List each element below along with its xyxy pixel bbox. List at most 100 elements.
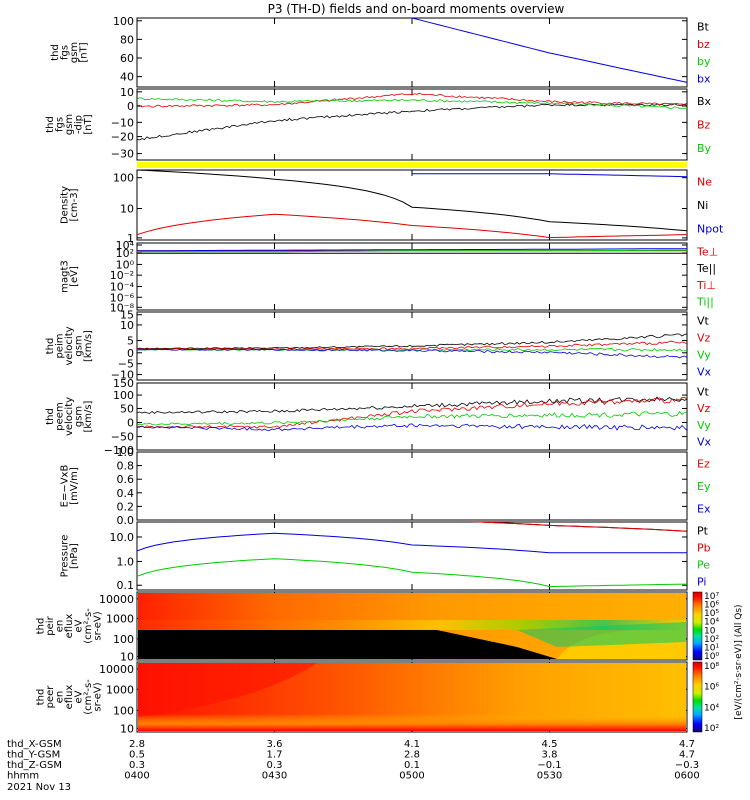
colorbar-tick: 10⁶ — [704, 683, 719, 693]
y-tick-label: 10000 — [99, 663, 134, 676]
ephemeris-row: hhmm 0400 0430 0500 0530 0600 — [7, 771, 700, 782]
legend-Pi: Pi — [697, 576, 706, 589]
y-tick-label: 0.8 — [117, 460, 135, 473]
y-tick-label: −20 — [111, 131, 134, 144]
y-tick-label: 10 — [120, 319, 134, 332]
electron-spectrogram — [137, 662, 687, 732]
y-tick-label: 80 — [120, 33, 134, 46]
y-tick-label: 0.2 — [117, 500, 135, 513]
series-fgs_btot-bx — [412, 18, 687, 82]
legend-Te⊥: Te⊥ — [696, 245, 718, 258]
colorbar-tick: 10⁴ — [704, 703, 719, 713]
panel-frame — [137, 522, 687, 590]
y-tick-label: 10 — [120, 203, 134, 216]
panel-frame — [137, 18, 687, 87]
colorbar-electron: 10⁸ 10⁶ 10⁴ 10² — [693, 662, 719, 734]
y-axis-label: magt3[eV] — [59, 260, 80, 293]
status-bar — [137, 162, 687, 168]
legend-Vz: Vz — [697, 402, 711, 415]
colorbar-gradient — [693, 662, 702, 732]
legend-by: by — [697, 55, 711, 68]
ephemeris-value: 0.3 — [267, 760, 283, 771]
series-pressure-Pb — [412, 520, 687, 532]
y-axis-label: Pressure[nPa] — [59, 535, 80, 578]
y-tick-label: 100 — [113, 389, 134, 402]
legend-Ne: Ne — [697, 176, 712, 189]
ephemeris-row: thd_X-GSM 2.8 3.6 4.1 4.5 4.7 — [7, 739, 695, 750]
colorbar-unit: [eV/(cm²·s·sr·eV)] (All Qs) — [734, 604, 744, 719]
y-axis-label: thdpeemvelocitygsm[km/s] — [45, 397, 94, 436]
y-label-line: [nT] — [83, 114, 94, 134]
panel-density: 100 10 1 Density[cm-3] Ne Ni Npot — [59, 170, 724, 245]
y-tick-label: 0.6 — [117, 473, 135, 486]
y-label-line: [km/s] — [83, 330, 94, 362]
y-tick-label: 150 — [113, 377, 134, 390]
y-label-line: [mV/m] — [69, 467, 80, 505]
y-tick-label: 10000 — [99, 593, 134, 606]
legend-Vx: Vx — [697, 436, 712, 449]
ephemeris-value: 4.7 — [679, 750, 695, 761]
y-tick-label: 100 — [113, 15, 134, 28]
y-tick-label: 40 — [120, 71, 134, 84]
series-density-Ni — [137, 170, 687, 231]
ephemeris-value: 0430 — [262, 771, 287, 782]
y-tick-label: 0.4 — [117, 487, 135, 500]
panel-pressure: 10.0 1.0 0.1 Pressure[nPa] Pt Pb Pe Pi — [59, 520, 710, 593]
legend-bx: bx — [697, 72, 711, 85]
y-tick-label: −10 — [111, 116, 134, 129]
y-axis-label: thdpeirenefluxeV(cm²-s-sr-eV) — [36, 608, 104, 644]
ephemeris-value: 2.8 — [129, 739, 145, 750]
y-tick-label: 1.0 — [117, 555, 135, 568]
legend-Vx: Vx — [697, 366, 712, 379]
ephemeris-value: 0.3 — [129, 760, 145, 771]
spec-low-energy — [138, 714, 686, 731]
y-tick-label: 10 — [120, 651, 134, 664]
y-tick-label: 100 — [113, 704, 134, 717]
y-tick-label: 100 — [113, 633, 134, 646]
series-peem_vel-Vy — [137, 412, 687, 426]
legend-Pt: Pt — [697, 525, 709, 538]
y-tick-label: 1000 — [106, 683, 134, 696]
legend-Ti⊥: Ti⊥ — [696, 279, 716, 292]
panel-fgs_btot: 100806040thdfgsgsm[nT]Btbzbybx — [50, 15, 711, 87]
y-axis-label: thdfgsgsm[nT] — [50, 42, 90, 63]
panel-fgs_gsm: 100−10−20−30thdfgsgsm-dip[nT]BxBzBy — [45, 86, 712, 161]
y-tick-label: 0.0 — [117, 514, 135, 527]
y-axis-label: thdpeerenefluxeV(cm²-s-sr-eV) — [36, 679, 104, 715]
y-tick-label: −50 — [111, 431, 134, 444]
panel-frame — [137, 170, 687, 240]
ephemeris-value: 4.1 — [404, 739, 420, 750]
legend-Pb: Pb — [697, 542, 711, 555]
y-tick-label: 10 — [120, 723, 134, 736]
ephemeris-value: 0.1 — [404, 760, 420, 771]
y-tick-label: 5 — [127, 335, 134, 348]
y-axis-label: Density[cm-3] — [59, 186, 80, 224]
legend-Vy: Vy — [697, 349, 711, 362]
ephemeris-label: thd_Z-GSM — [7, 760, 62, 771]
y-tick-label: 60 — [120, 52, 134, 65]
y-label-line: [cm-3] — [69, 188, 80, 221]
legend-Vz: Vz — [697, 332, 711, 345]
ephemeris-value: 4.7 — [679, 739, 695, 750]
ephemeris-value: 0530 — [537, 771, 562, 782]
ephemeris-value: 2.8 — [404, 750, 420, 761]
series-pressure-Pi — [137, 533, 687, 553]
series-fgs_gsm-By — [137, 98, 687, 109]
legend-Te||: Te|| — [696, 262, 716, 275]
legend-Ez: Ez — [697, 457, 710, 470]
y-tick-label: 0.1 — [117, 579, 135, 592]
colorbar-tick: 10² — [704, 724, 719, 734]
y-label-line: [nPa] — [69, 543, 80, 569]
ephemeris-label: thd_X-GSM — [7, 739, 62, 750]
ephemeris-label: thd_Y-GSM — [7, 750, 60, 761]
ephemeris-value: −0.1 — [537, 760, 561, 771]
legend-Ni: Ni — [697, 199, 708, 212]
legend-Ex: Ex — [697, 503, 711, 516]
legend-Bt: Bt — [697, 21, 710, 34]
legend-Npot: Npot — [697, 222, 724, 235]
y-tick-label: −30 — [111, 148, 134, 161]
series-fgs_gsm-Bx — [137, 104, 687, 140]
series-peim_vel-Vt — [137, 334, 687, 349]
ephemeris-value: 4.5 — [542, 739, 558, 750]
ion-spectrogram — [137, 592, 687, 660]
